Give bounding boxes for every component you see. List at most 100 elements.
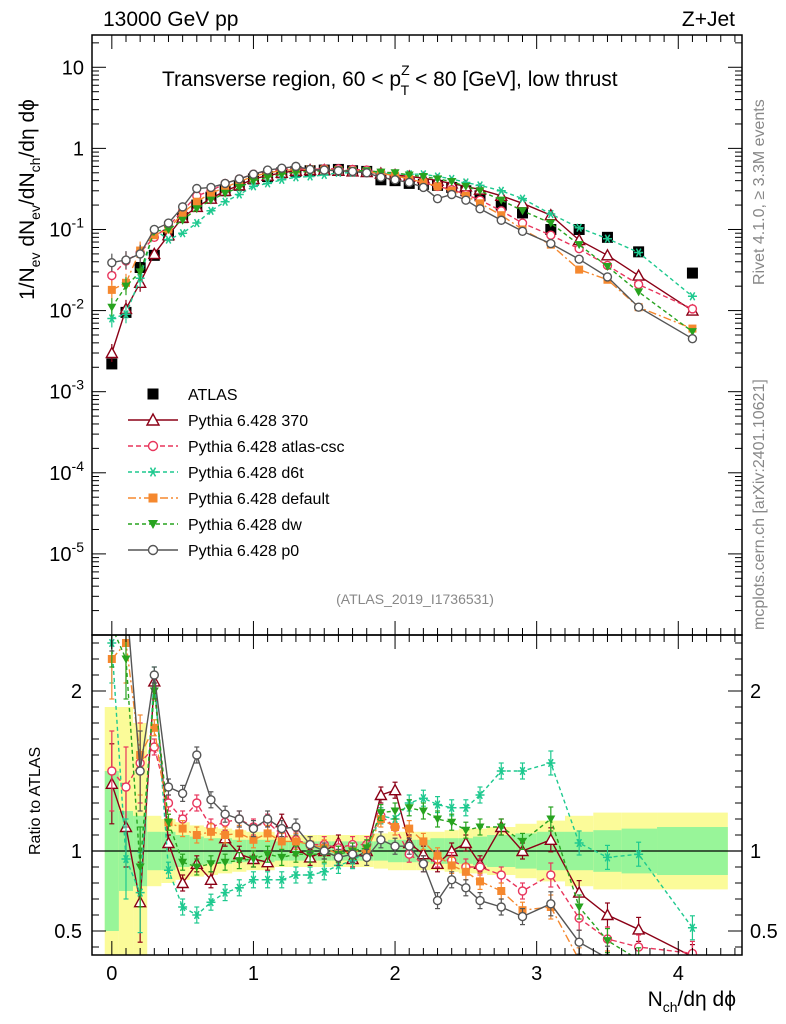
pythia-6-428-dw-ratio-line [114,635,633,955]
pythia-6-428-dw-point [277,170,287,179]
legend-pythia-6-428-p0-marker [147,544,159,556]
pythia-6-428-d6t-ratio-point [433,800,443,809]
pythia-6-428-dw-ratio-point [688,977,697,985]
pythia-6-428-d6t-ratio-point [277,875,287,885]
pythia-6-428-default-ratio-point [688,973,696,981]
atlas-data-point [573,223,585,235]
pythia-6-428-dw-ratio-point [418,807,428,816]
pythia-6-428-dw-point [496,196,506,205]
pythia-6-428-default-ratio-point [291,837,300,846]
pythia-6-428-p0-ratio-point [220,809,230,819]
pythia-6-428-d6t-ratio-point [121,854,131,864]
pythia-6-428-d6t-point [248,182,258,191]
pythia-6-428-dw-point [206,196,216,205]
pythia-6-428-dw-point [178,216,188,225]
ratio-y-tick-label: 0.5 [54,921,82,943]
pythia-6-428-dw-ratio-point [376,809,386,818]
ratio-y-axis-label: Ratio to ATLAS [27,747,44,855]
pythia-6-428-d6t-point [496,186,506,196]
x-tick-label: 3 [531,963,542,985]
pythia-6-428-dw-ratio-point [277,853,287,862]
pythia-6-428-dw-ratio-point [475,823,485,832]
pythia-6-428-default-ratio-point [221,831,230,839]
pythia-6-428-d6t-ratio-point [602,853,612,862]
x-tick-label: 4 [673,963,684,985]
pythia-6-428-p0-point [192,183,202,194]
pythia-6-428-dw-point [220,189,230,198]
pythia-6-428-370-point [600,248,615,261]
legend-pythia-6-428-370-label: Pythia 6.428 370 [188,413,308,430]
pythia-6-428-d6t-ratio-point [496,766,506,776]
pythia-6-428-dw-ratio-point [234,857,244,866]
pythia-6-428-d6t-ratio-point [634,849,644,859]
mcplots-label: mcplots.cern.ch [arXiv:2401.10621] [751,379,768,630]
pythia-6-428-dw-point [192,205,202,214]
pythia-6-428-atlas-csc-ratio-point [475,862,485,872]
pythia-6-428-dw-ratio-point [496,823,506,832]
pythia-6-428-p0-ratio-point [149,670,160,680]
pythia-6-428-d6t-point [178,228,188,238]
pythia-6-428-d6t-ratio-point [574,838,584,848]
pythia-6-428-dw-ratio-point [220,858,230,867]
pythia-6-428-d6t-point [263,179,273,188]
pythia-6-428-default-point [419,178,428,187]
pythia-6-428-370-ratio-point [459,836,473,849]
pythia-6-428-default-ratio-point [249,835,258,844]
pythia-6-428-d6t-point [192,218,202,228]
pythia-6-428-dw-point [447,178,457,187]
pythia-6-428-dw-ratio-point [163,818,173,827]
pythia-6-428-atlas-csc-ratio-point [107,766,117,776]
pythia-6-428-dw-point [418,173,428,182]
pythia-6-428-p0-point [220,178,230,189]
pythia-6-428-p0-point [234,174,244,184]
pythia-6-428-dw-point [574,241,584,250]
ratio-y-tick-label: 1 [71,841,82,863]
pythia-6-428-dw-ratio-point [461,826,471,835]
pythia-6-428-p0-ratio-point [574,937,584,947]
x-tick-label: 1 [248,963,259,985]
pythia-6-428-370-point [631,268,646,281]
pythia-6-428-dw-ratio-point [362,844,372,853]
pythia-6-428-p0-point [347,166,358,177]
pythia-6-428-dw-ratio-point [206,860,216,869]
pythia-6-428-p0-point [633,302,644,312]
pythia-6-428-d6t-point [518,194,528,203]
pythia-6-428-d6t-point [206,206,216,216]
pythia-6-428-p0-point [262,165,273,175]
pythia-6-428-d6t-ratio-point [518,766,528,776]
pythia-6-428-p0-point [121,255,131,265]
pythia-6-428-dw-ratio-point [634,956,643,964]
ratio-panel-frame [91,634,743,956]
legend: ATLAS Pythia 6.428 370 Pythia 6.428 atlas-… [128,387,345,560]
pythia-6-428-p0-point [291,161,301,172]
pythia-6-428-d6t-point [121,310,131,319]
pythia-6-428-default-ratio-point [192,831,201,839]
pythia-6-428-p0-ratio-point [461,883,471,893]
pythia-6-428-d6t-point [277,175,287,185]
pythia-6-428-370-ratio-point [204,872,218,885]
pythia-6-428-default-ratio-line [111,641,578,955]
pythia-6-428-default-ratio-point [178,824,187,833]
pythia-6-428-d6t-point [687,292,697,301]
pythia-6-428-p0-point [390,175,400,185]
pythia-6-428-dw-ratio-point [263,850,273,859]
pythia-6-428-p0-point [277,163,287,173]
legend-pythia-6-428-dw-marker [148,520,158,529]
pythia-6-428-d6t-ratio-point [475,790,485,800]
x-tick-label: 2 [389,963,400,985]
pythia-6-428-atlas-csc-line [111,168,693,310]
pythia-6-428-p0-ratio-point [635,973,643,981]
pythia-6-428-p0-ratio-point [305,839,315,850]
atlas-data-point [686,267,698,279]
main-series-group [105,161,700,370]
pythia-6-428-d6t-point [234,190,244,199]
pythia-6-428-p0-ratio-point [376,835,386,845]
pythia-6-428-p0-point [206,182,216,193]
pythia-6-428-dw-ratio-point [433,815,443,824]
pythia-6-428-370-ratio-point [600,908,615,921]
pythia-6-428-p0-ratio-point [192,750,202,760]
pythia-6-428-atlas-csc-point [107,270,117,281]
ratio-y-tick-label-right: 2 [750,681,761,703]
x-axis-label: Nch/dη dϕ [648,988,736,1015]
